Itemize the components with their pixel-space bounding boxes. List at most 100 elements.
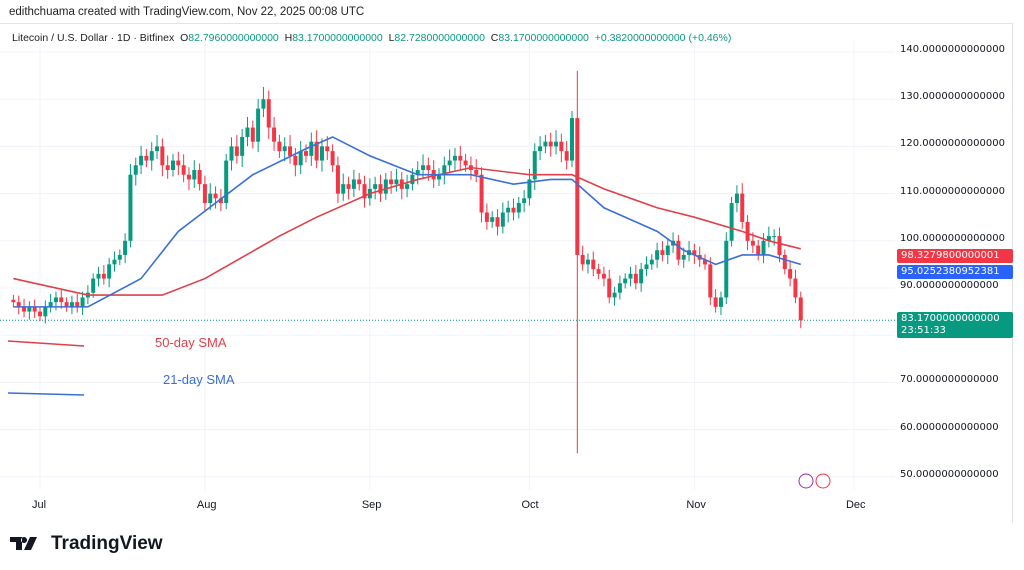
candle-body bbox=[282, 146, 287, 152]
candle-body bbox=[224, 160, 229, 204]
sma21-price-tag: 95.0252380952381 bbox=[897, 265, 1013, 279]
tradingview-logo[interactable]: TradingView bbox=[10, 533, 163, 555]
candle-body bbox=[75, 302, 80, 307]
candle-body bbox=[410, 174, 415, 185]
candle-body bbox=[777, 236, 782, 255]
candle-body bbox=[69, 302, 74, 307]
open-value: 82.7960000000000 bbox=[188, 32, 279, 44]
high-value: 83.1700000000000 bbox=[292, 32, 383, 44]
x-tick-label: Nov bbox=[686, 499, 706, 511]
candle-body bbox=[22, 306, 27, 312]
candle-body bbox=[319, 146, 324, 161]
candle-body bbox=[708, 264, 713, 298]
candle-body bbox=[213, 193, 218, 199]
candle-body bbox=[633, 273, 638, 284]
last-price-tag: 83.1700000000000 23:51:33 bbox=[897, 312, 1013, 338]
candle-body bbox=[144, 155, 149, 161]
candle-body bbox=[293, 155, 298, 166]
high-label: H bbox=[284, 32, 293, 44]
candle-body bbox=[788, 269, 793, 279]
candle-body bbox=[484, 212, 489, 222]
candle-body bbox=[793, 278, 798, 298]
candle-body bbox=[729, 203, 734, 241]
candle-body bbox=[585, 259, 590, 265]
sma21-line bbox=[13, 136, 801, 308]
candle-body bbox=[559, 141, 564, 152]
x-tick-label: Sep bbox=[361, 499, 382, 511]
candle-body bbox=[117, 254, 122, 260]
candle-body bbox=[245, 127, 250, 137]
candle-body bbox=[383, 179, 388, 194]
candle-body bbox=[617, 283, 622, 293]
candle-body bbox=[527, 179, 532, 199]
sma50-legend-line bbox=[7, 340, 85, 347]
candle-body bbox=[782, 254, 787, 270]
candle-body bbox=[713, 297, 718, 307]
candle-body bbox=[234, 146, 239, 156]
candle-body bbox=[718, 297, 723, 307]
candle-body bbox=[761, 240, 766, 255]
candle-body bbox=[495, 217, 500, 227]
candle-body bbox=[389, 179, 394, 185]
lightning-icon bbox=[798, 473, 814, 489]
candle-body bbox=[798, 297, 803, 321]
close-value: 83.1700000000000 bbox=[498, 32, 589, 44]
candle-body bbox=[543, 141, 548, 147]
candle-body bbox=[575, 118, 580, 255]
candle-body bbox=[181, 165, 186, 175]
candle-body bbox=[681, 254, 686, 260]
tradingview-logo-icon bbox=[10, 537, 37, 550]
y-tick-label: 90.0000000000000 bbox=[900, 280, 999, 291]
candle-body bbox=[580, 254, 585, 265]
candle-body bbox=[277, 141, 282, 152]
y-tick-label: 130.0000000000000 bbox=[900, 91, 1005, 103]
candle-body bbox=[229, 146, 234, 161]
sma21-legend-label: 21-day SMA bbox=[163, 372, 235, 387]
candle-body bbox=[43, 306, 48, 317]
candle-body bbox=[27, 306, 32, 312]
candle-body bbox=[405, 184, 410, 189]
candle-body bbox=[357, 179, 362, 185]
y-tick-label: 110.0000000000000 bbox=[900, 185, 1005, 197]
candle-body bbox=[623, 278, 628, 284]
candle-body bbox=[447, 160, 452, 166]
candle-body bbox=[639, 269, 644, 284]
y-tick-label: 120.0000000000000 bbox=[900, 138, 1005, 150]
candle-body bbox=[724, 240, 729, 298]
candle-body bbox=[272, 127, 277, 142]
candle-body bbox=[256, 108, 261, 142]
candle-body bbox=[112, 259, 117, 265]
candle-body bbox=[80, 297, 85, 307]
candle-body bbox=[176, 160, 181, 166]
candle-body bbox=[362, 184, 367, 199]
candle-body bbox=[139, 155, 144, 166]
y-tick-label: 50.0000000000000 bbox=[900, 468, 999, 480]
candle-body bbox=[474, 170, 479, 175]
candle-body bbox=[202, 184, 207, 204]
candle-body bbox=[745, 221, 750, 241]
sma50-legend-label: 50-day SMA bbox=[155, 335, 227, 350]
candle-body bbox=[266, 99, 271, 128]
candle-body bbox=[660, 250, 665, 255]
candle-body bbox=[628, 273, 633, 279]
candle-body bbox=[644, 264, 649, 270]
bar-countdown: 23:51:33 bbox=[901, 325, 946, 336]
candle-body bbox=[53, 297, 58, 303]
x-tick-label: Jul bbox=[32, 499, 47, 511]
candle-body bbox=[516, 203, 521, 213]
candle-body bbox=[522, 198, 527, 204]
candle-body bbox=[59, 297, 64, 303]
candle-body bbox=[208, 193, 213, 204]
candle-body bbox=[309, 141, 314, 156]
candle-body bbox=[160, 146, 165, 166]
candle-body bbox=[186, 174, 191, 180]
candle-body bbox=[96, 273, 101, 279]
close-label: C bbox=[490, 32, 499, 44]
candle-body bbox=[612, 292, 617, 298]
candle-body bbox=[32, 306, 37, 312]
candle-body bbox=[91, 278, 96, 293]
candle-body bbox=[458, 155, 463, 161]
low-label: L bbox=[388, 32, 395, 44]
candle-body bbox=[149, 151, 154, 161]
